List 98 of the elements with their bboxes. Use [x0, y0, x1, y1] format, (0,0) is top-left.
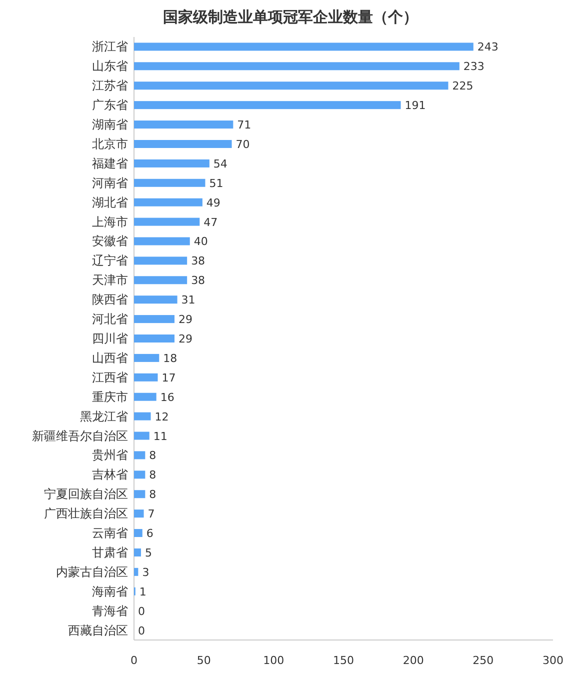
data-label: 1 [139, 585, 146, 598]
y-tick-label: 甘肃省 [92, 545, 128, 560]
data-label: 3 [142, 566, 150, 579]
bar [134, 42, 474, 51]
data-label: 29 [178, 313, 193, 326]
bar [134, 510, 144, 518]
bar [134, 490, 146, 498]
data-label: 191 [404, 99, 426, 112]
x-tick-label: 200 [402, 654, 424, 667]
y-tick-label: 贵州省 [92, 448, 128, 462]
data-label: 31 [181, 294, 196, 307]
data-label: 47 [204, 216, 218, 229]
data-label: 71 [237, 118, 252, 132]
y-tick-label: 黑龙江省 [80, 409, 128, 424]
bar [134, 354, 160, 362]
y-tick-label: 河北省 [92, 312, 128, 326]
data-label: 7 [148, 508, 155, 521]
bar [134, 470, 146, 479]
x-tick-label: 50 [196, 654, 211, 667]
data-label: 225 [452, 80, 474, 93]
x-tick-label: 150 [333, 654, 354, 667]
bar [134, 276, 188, 284]
data-label: 16 [160, 390, 174, 404]
data-label: 12 [154, 410, 169, 424]
data-label: 38 [191, 254, 206, 268]
bar [134, 82, 448, 90]
data-label: 6 [146, 527, 154, 540]
y-tick-label: 重庆市 [92, 390, 128, 404]
y-tick-label: 河南省 [92, 176, 128, 190]
x-tick-label: 100 [263, 654, 284, 667]
data-label: 11 [153, 430, 168, 443]
bar [134, 412, 151, 420]
y-tick-label: 上海市 [92, 214, 128, 229]
y-tick-label: 江苏省 [92, 78, 128, 93]
bar [134, 296, 178, 304]
bar [134, 432, 150, 440]
y-tick-label: 云南省 [92, 526, 128, 540]
data-label: 51 [209, 176, 224, 190]
bar [134, 237, 190, 246]
x-tick-label: 300 [542, 654, 564, 667]
data-label: 243 [477, 40, 498, 54]
bar [134, 120, 234, 129]
bar [134, 218, 200, 226]
y-tick-label: 福建省 [92, 156, 128, 170]
data-label: 0 [138, 604, 145, 618]
y-tick-label: 湖南省 [92, 118, 128, 132]
y-tick-label: 浙江省 [92, 40, 128, 54]
y-tick-label: 吉林省 [92, 468, 128, 482]
data-label: 40 [194, 235, 208, 248]
y-tick-label: 广东省 [92, 98, 128, 112]
bar [134, 334, 175, 342]
data-label: 18 [163, 352, 178, 365]
y-tick-label: 西藏自治区 [68, 623, 128, 638]
y-tick-label: 安徽省 [92, 234, 128, 248]
data-label: 17 [162, 371, 176, 384]
bar [134, 178, 206, 187]
bar [134, 548, 141, 556]
y-tick-label: 新疆维吾尔自治区 [32, 428, 128, 443]
bar [134, 101, 401, 110]
bar [134, 451, 146, 460]
y-tick-label: 海南省 [92, 584, 128, 598]
y-tick-label: 湖北省 [92, 195, 128, 210]
y-tick-label: 山西省 [92, 350, 128, 365]
bar [134, 373, 158, 382]
data-label: 8 [149, 449, 156, 462]
data-label: 5 [144, 546, 152, 560]
bar [134, 529, 142, 538]
y-tick-label: 内蒙古自治区 [56, 564, 128, 579]
data-label: 70 [236, 138, 250, 151]
y-tick-label: 陕西省 [92, 292, 128, 307]
bar [134, 568, 138, 576]
bar [134, 62, 460, 70]
y-tick-label: 山东省 [92, 59, 128, 74]
data-label: 29 [178, 332, 193, 346]
x-tick-label: 0 [130, 654, 138, 667]
y-tick-label: 青海省 [92, 604, 128, 618]
data-label: 0 [138, 624, 145, 638]
bar [134, 315, 175, 324]
bar [134, 198, 202, 206]
bar [134, 140, 232, 148]
data-label: 38 [191, 274, 206, 288]
data-label: 8 [149, 468, 156, 482]
y-tick-label: 宁夏回族自治区 [44, 487, 128, 502]
data-label: 49 [206, 196, 220, 210]
y-tick-label: 北京市 [92, 136, 128, 151]
y-tick-label: 江西省 [92, 370, 128, 384]
bar [134, 256, 188, 265]
data-label: 54 [213, 157, 228, 170]
y-tick-label: 天津市 [92, 273, 128, 288]
y-tick-label: 广西壮族自治区 [44, 506, 128, 521]
bar [134, 392, 156, 401]
x-tick-label: 250 [472, 654, 494, 667]
y-tick-label: 辽宁省 [92, 254, 128, 268]
y-tick-label: 四川省 [92, 332, 128, 346]
chart-title: 国家级制造业单项冠军企业数量（个） [163, 8, 418, 26]
data-label: 233 [463, 60, 484, 74]
data-label: 8 [149, 488, 156, 502]
bar [134, 159, 210, 168]
